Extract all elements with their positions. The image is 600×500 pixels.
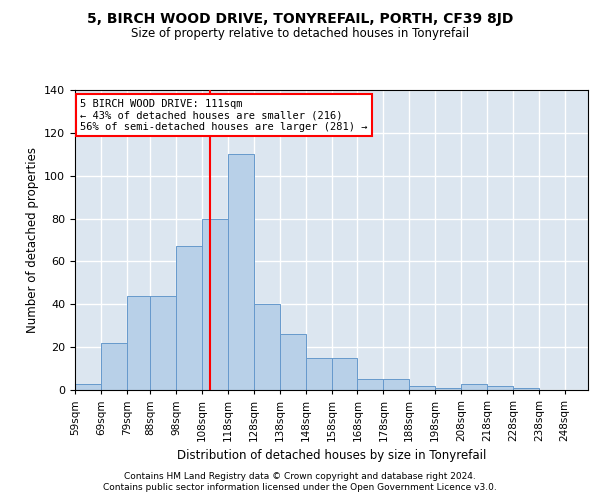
Bar [101,343,127,390]
Bar [487,386,513,390]
Text: Contains public sector information licensed under the Open Government Licence v3: Contains public sector information licen… [103,484,497,492]
Bar [280,334,305,390]
Text: 5, BIRCH WOOD DRIVE, TONYREFAIL, PORTH, CF39 8JD: 5, BIRCH WOOD DRIVE, TONYREFAIL, PORTH, … [87,12,513,26]
X-axis label: Distribution of detached houses by size in Tonyrefail: Distribution of detached houses by size … [177,450,486,462]
Text: Size of property relative to detached houses in Tonyrefail: Size of property relative to detached ho… [131,28,469,40]
Bar [228,154,254,390]
Bar [358,380,383,390]
Text: Contains HM Land Registry data © Crown copyright and database right 2024.: Contains HM Land Registry data © Crown c… [124,472,476,481]
Bar [461,384,487,390]
Y-axis label: Number of detached properties: Number of detached properties [26,147,38,333]
Bar [150,296,176,390]
Bar [176,246,202,390]
Bar [383,380,409,390]
Bar [332,358,358,390]
Text: 5 BIRCH WOOD DRIVE: 111sqm
← 43% of detached houses are smaller (216)
56% of sem: 5 BIRCH WOOD DRIVE: 111sqm ← 43% of deta… [80,98,368,132]
Bar [409,386,435,390]
Bar [127,296,150,390]
Bar [254,304,280,390]
Bar [305,358,332,390]
Bar [202,218,228,390]
Bar [435,388,461,390]
Bar [75,384,101,390]
Bar [513,388,539,390]
